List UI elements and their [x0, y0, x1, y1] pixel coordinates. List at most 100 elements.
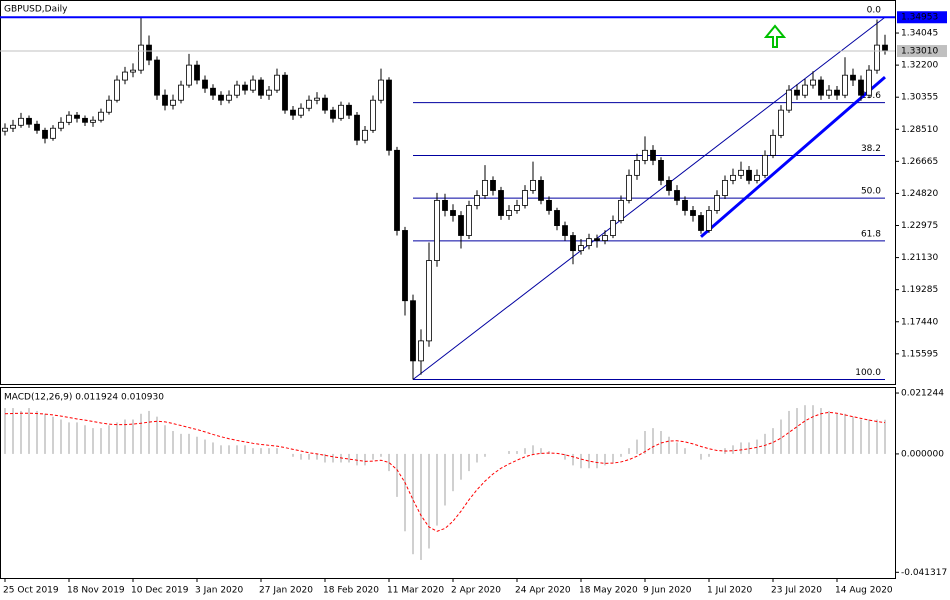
- candle-body: [842, 74, 848, 96]
- candle-body: [482, 179, 488, 196]
- candle-body: [370, 99, 376, 131]
- candle-body: [802, 84, 808, 96]
- fib-label: 38.2: [861, 144, 881, 154]
- x-tick-label: 18 May 2020: [579, 586, 638, 596]
- candle-body: [74, 114, 80, 119]
- candle-body: [538, 179, 544, 201]
- candle-body: [594, 238, 600, 241]
- candle-body: [458, 215, 464, 236]
- y-tick-label: 0.000000: [901, 449, 944, 459]
- candle-body: [714, 195, 720, 211]
- candle-body: [818, 79, 824, 96]
- price-label-box: [897, 11, 947, 24]
- price-label: 1.33010: [901, 47, 938, 57]
- candle-body: [122, 71, 128, 81]
- y-tick-label: 0.021244: [901, 389, 944, 399]
- candle-body: [546, 199, 552, 211]
- candle-body: [250, 79, 256, 91]
- candle-body: [362, 129, 368, 141]
- candle-body: [762, 154, 768, 176]
- candle-body: [426, 260, 432, 342]
- price-panel: [0, 0, 896, 385]
- candle-body: [34, 123, 40, 131]
- candle-body: [338, 104, 344, 119]
- x-tick-label: 2 Apr 2020: [451, 586, 501, 596]
- candle-body: [66, 114, 72, 123]
- candle-body: [490, 179, 496, 191]
- candle-body: [50, 127, 56, 139]
- x-tick-label: 27 Jan 2020: [259, 586, 313, 596]
- y-tick-label: -0.041317: [901, 568, 947, 578]
- candle-body: [738, 169, 744, 176]
- candle-body: [810, 79, 816, 86]
- candle-body: [578, 245, 584, 252]
- fib-label: 23.6: [861, 91, 881, 101]
- candle-body: [354, 114, 360, 141]
- candle-body: [242, 84, 248, 91]
- candle-body: [146, 44, 152, 61]
- candle-body: [386, 79, 392, 151]
- signal-line: [4, 411, 886, 532]
- candle-body: [850, 74, 856, 81]
- candle-body: [274, 74, 280, 91]
- y-tick-label: 1.28510: [901, 125, 938, 135]
- x-tick-label: 18 Nov 2019: [67, 586, 125, 596]
- y-tick-label: 1.32200: [901, 61, 938, 71]
- x-tick-label: 24 Apr 2020: [515, 586, 571, 596]
- candle-body: [522, 190, 528, 206]
- candle-body: [722, 179, 728, 196]
- candle-body: [642, 149, 648, 161]
- y-tick-label: 1.34045: [901, 29, 938, 39]
- trendline: [700, 75, 886, 238]
- candle-body: [218, 94, 224, 101]
- x-tick-label: 25 Oct 2019: [3, 586, 59, 596]
- candle-body: [674, 190, 680, 201]
- candle-body: [650, 149, 656, 161]
- candle-body: [290, 109, 296, 116]
- candle-body: [586, 238, 592, 246]
- candle-body: [170, 99, 176, 106]
- candle-body: [226, 94, 232, 101]
- candle-body: [450, 210, 456, 216]
- y-tick-label: 1.30355: [901, 93, 938, 103]
- candle-body: [202, 79, 208, 89]
- candle-body: [882, 44, 888, 52]
- candle-body: [706, 210, 712, 231]
- candle-body: [266, 89, 272, 96]
- candle-body: [306, 99, 312, 109]
- candle-body: [378, 79, 384, 101]
- candle-body: [658, 159, 664, 181]
- candle-body: [786, 89, 792, 111]
- x-tick-label: 3 Jan 2020: [195, 586, 243, 596]
- candle-body: [754, 174, 760, 181]
- candle-body: [138, 44, 144, 71]
- candle-body: [298, 107, 304, 116]
- candle-body: [210, 87, 216, 96]
- candle-body: [114, 79, 120, 101]
- macd-panel: [0, 387, 896, 579]
- candle-body: [442, 199, 448, 211]
- candle-body: [602, 235, 608, 241]
- up-arrow: [763, 24, 787, 48]
- x-tick-label: 14 Aug 2020: [835, 586, 893, 596]
- candle-body: [154, 59, 160, 96]
- candle-body: [130, 69, 136, 73]
- candle-body: [634, 159, 640, 176]
- candle-body: [282, 74, 288, 111]
- candle-body: [394, 149, 400, 231]
- price-label-box: [897, 45, 947, 58]
- candle-body: [778, 109, 784, 136]
- candle-body: [690, 210, 696, 216]
- candle-body: [474, 195, 480, 206]
- candle-body: [530, 179, 536, 191]
- y-tick-label: 1.15595: [901, 349, 938, 359]
- candle-body: [178, 84, 184, 101]
- candle-body: [194, 64, 200, 81]
- candle-body: [314, 97, 320, 101]
- candle-body: [498, 190, 504, 216]
- candle-body: [234, 84, 240, 96]
- candle-body: [666, 179, 672, 191]
- fib-anchor: [412, 16, 886, 380]
- x-tick-label: 1 Jul 2020: [707, 586, 752, 596]
